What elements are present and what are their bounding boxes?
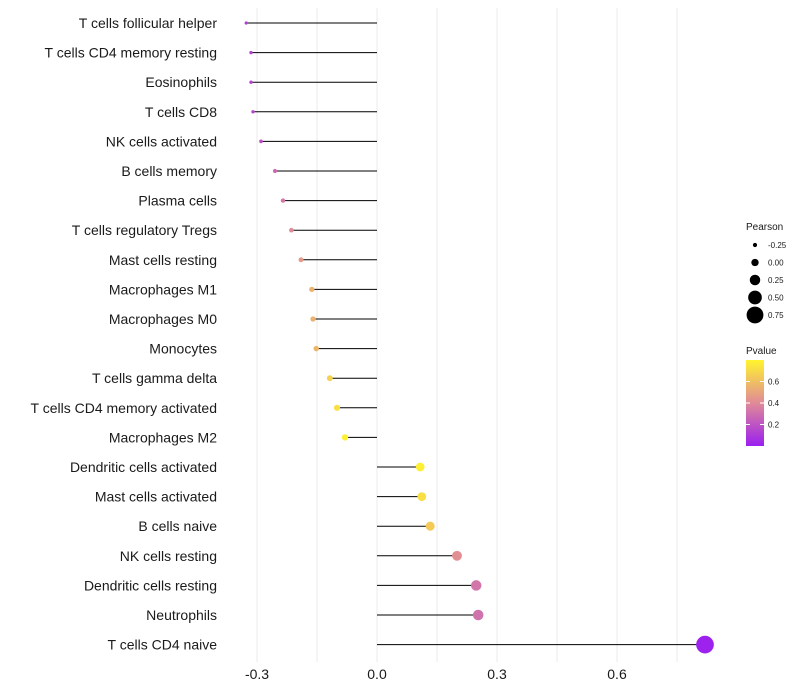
lollipop-dot — [470, 580, 482, 591]
lollipop-dot — [326, 375, 333, 382]
legend-pearson-title: Pearson — [746, 222, 783, 233]
legend-pvalue-label: 0.2 — [768, 421, 780, 430]
x-tick-label: 0.0 — [367, 666, 387, 682]
lollipop-dot — [310, 316, 316, 322]
legend-pvalue-label: 0.4 — [768, 399, 780, 408]
lollipop-dot — [415, 462, 425, 472]
legend-pearson-dot — [749, 274, 761, 286]
stem-layer — [246, 22, 705, 646]
legend-pvalue-label: 0.6 — [768, 378, 780, 387]
category-label: T cells CD4 memory resting — [45, 45, 217, 61]
lollipop-dot — [272, 168, 278, 174]
category-label: Mast cells resting — [109, 252, 217, 268]
lollipop-dot — [298, 257, 304, 263]
legend-pearson-dot — [752, 242, 758, 248]
legend-pearson-dot — [746, 306, 764, 324]
legend-pearson-dot — [751, 258, 759, 267]
lollipop-dot — [313, 345, 319, 352]
grid-layer — [256, 8, 678, 662]
category-label: Eosinophils — [145, 74, 217, 90]
lollipop-dot — [333, 404, 341, 411]
lollipop-dot — [472, 609, 484, 621]
x-tick-label: 0.6 — [607, 666, 627, 682]
legend-pearson-label: 0.75 — [768, 311, 784, 320]
category-label: Macrophages M2 — [109, 429, 217, 445]
lollipop-dot — [425, 521, 435, 531]
legend-pearson-label: 0.50 — [768, 294, 784, 303]
category-label: Mast cells activated — [95, 489, 217, 505]
lollipop-dot — [249, 50, 253, 55]
lollipop-dot — [280, 198, 286, 203]
category-label: T cells follicular helper — [79, 15, 218, 31]
category-label: T cells regulatory Tregs — [72, 222, 217, 238]
category-label: Macrophages M1 — [109, 281, 217, 297]
lollipop-dot — [249, 80, 253, 84]
category-label: Dendritic cells activated — [70, 459, 217, 475]
category-label: T cells gamma delta — [92, 370, 217, 386]
legend-pearson-label: 0.25 — [768, 276, 784, 285]
lollipop-dot — [289, 227, 294, 233]
legend-pearson-label: 0.00 — [768, 259, 784, 268]
category-label: NK cells activated — [106, 133, 217, 149]
lollipop-dot — [309, 286, 315, 293]
legend-pearson-dot — [748, 290, 762, 305]
legend-pearson-label: -0.25 — [768, 241, 787, 250]
lollipop-dot — [341, 434, 349, 441]
category-label: Macrophages M0 — [109, 311, 217, 327]
lollipop-dot — [417, 492, 427, 501]
lollipop-dot — [452, 550, 462, 561]
legend-pvalue: Pvalue 0.6 0.4 0.2 — [746, 346, 780, 446]
legend-pearson: Pearson -0.25 0.00 0.25 0.50 0.75 — [746, 222, 787, 324]
lollipop-dot — [251, 110, 255, 114]
category-label: B cells naive — [138, 518, 217, 534]
category-label: NK cells resting — [120, 548, 217, 564]
category-label: Monocytes — [149, 341, 217, 357]
lollipop-dot — [244, 21, 248, 25]
legend-pvalue-title: Pvalue — [746, 346, 777, 357]
category-label: T cells CD4 memory activated — [31, 400, 217, 416]
x-axis-ticks: -0.3 0.0 0.3 0.6 — [245, 666, 627, 682]
dot-layer — [244, 21, 714, 654]
category-label: T cells CD4 naive — [108, 637, 218, 653]
lollipop-dot — [259, 139, 263, 144]
category-label: B cells memory — [121, 163, 217, 179]
category-label: Neutrophils — [146, 607, 217, 623]
lollipop-dot — [696, 635, 714, 654]
x-tick-label: -0.3 — [245, 666, 269, 682]
category-label: Plasma cells — [138, 193, 217, 209]
category-labels: T cells follicular helper T cells CD4 mem… — [31, 15, 218, 653]
x-tick-label: 0.3 — [487, 666, 507, 682]
category-label: Dendritic cells resting — [84, 577, 217, 593]
pvalue-colorbar — [746, 360, 764, 446]
category-label: T cells CD8 — [145, 104, 217, 120]
